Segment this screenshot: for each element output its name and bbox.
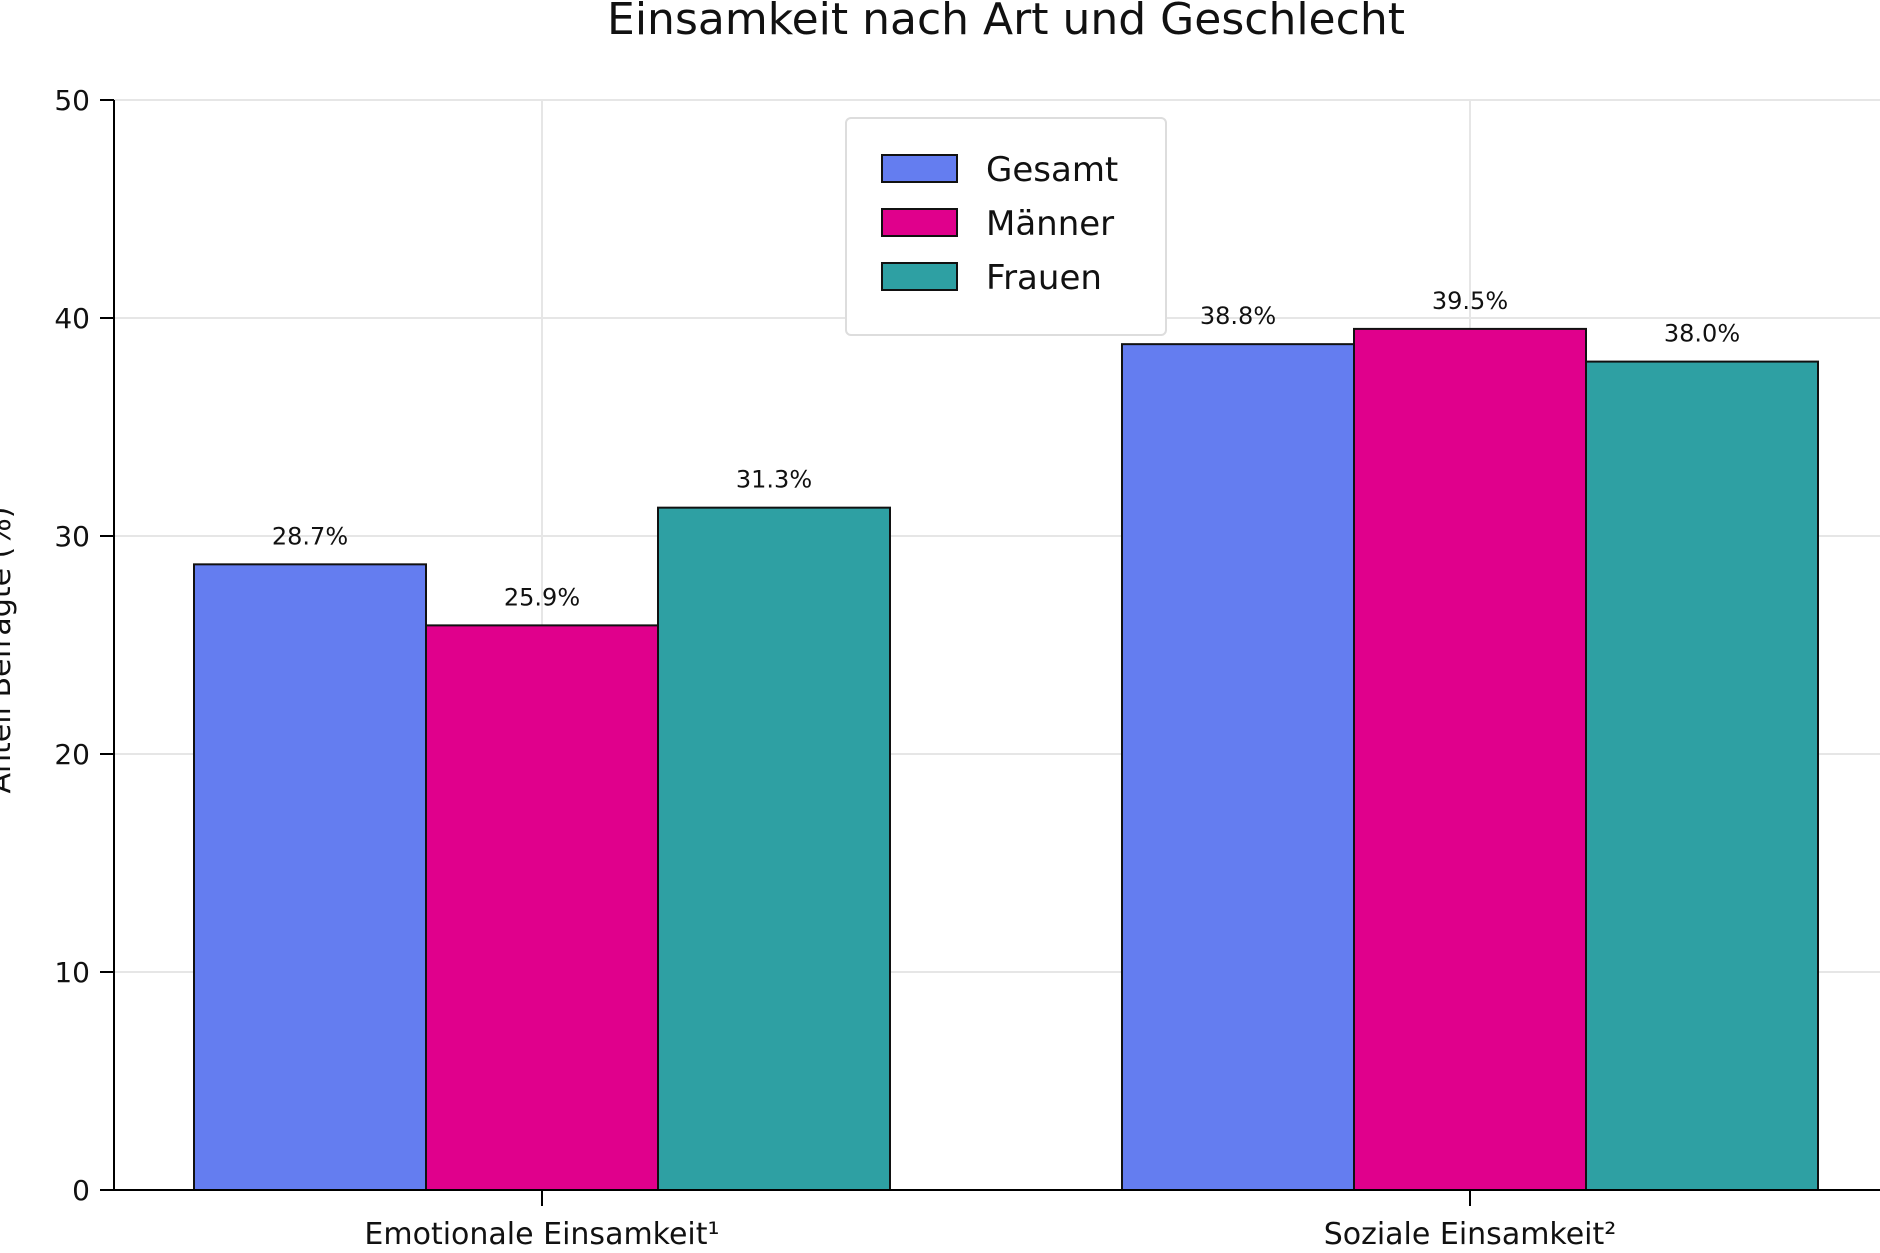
axes [113, 100, 1880, 1191]
y-tick-label: 0 [72, 1174, 90, 1207]
data-label: 39.5% [1432, 287, 1508, 315]
y-tick-label: 20 [54, 738, 90, 771]
legend-swatch-frauen [881, 262, 958, 291]
x-tick-label: Emotionale Einsamkeit¹ [364, 1217, 719, 1252]
chart-title: Einsamkeit nach Art und Geschlecht [607, 0, 1405, 45]
data-labels: 28.7% 25.9% 31.3% 38.8% 39.5% 38.0% [272, 287, 1740, 611]
legend-label: Frauen [986, 258, 1102, 298]
y-tick-label: 10 [54, 956, 90, 989]
bar-frauen [657, 506, 891, 1192]
data-label: 31.3% [736, 466, 812, 494]
data-label: 38.8% [1200, 302, 1276, 330]
bar-gesamt [1121, 343, 1355, 1192]
y-tick-label: 30 [54, 520, 90, 553]
data-label: 25.9% [504, 583, 580, 611]
bar-männer [1353, 327, 1587, 1191]
x-tick-label: Soziale Einsamkeit² [1324, 1217, 1617, 1252]
data-label: 38.0% [1664, 320, 1740, 348]
legend-label: Gesamt [986, 150, 1118, 190]
legend-label: Männer [986, 204, 1114, 244]
legend: Gesamt Männer Frauen [845, 117, 1167, 336]
bar-männer [425, 624, 659, 1191]
data-label: 28.7% [272, 522, 348, 550]
bar-frauen [1585, 360, 1819, 1192]
legend-swatch-männer [881, 208, 958, 237]
y-tick-label: 40 [54, 302, 90, 335]
legend-swatch-gesamt [881, 154, 958, 183]
y-axis-label: Anteil Befragte (%) [0, 507, 18, 794]
bars [193, 327, 1819, 1192]
x-ticks: Emotionale Einsamkeit¹ Soziale Einsamkeit… [364, 1190, 1616, 1252]
y-tick-label: 50 [54, 84, 90, 117]
y-ticks: 0 10 20 30 40 50 [54, 84, 114, 1207]
bar-gesamt [193, 563, 427, 1191]
